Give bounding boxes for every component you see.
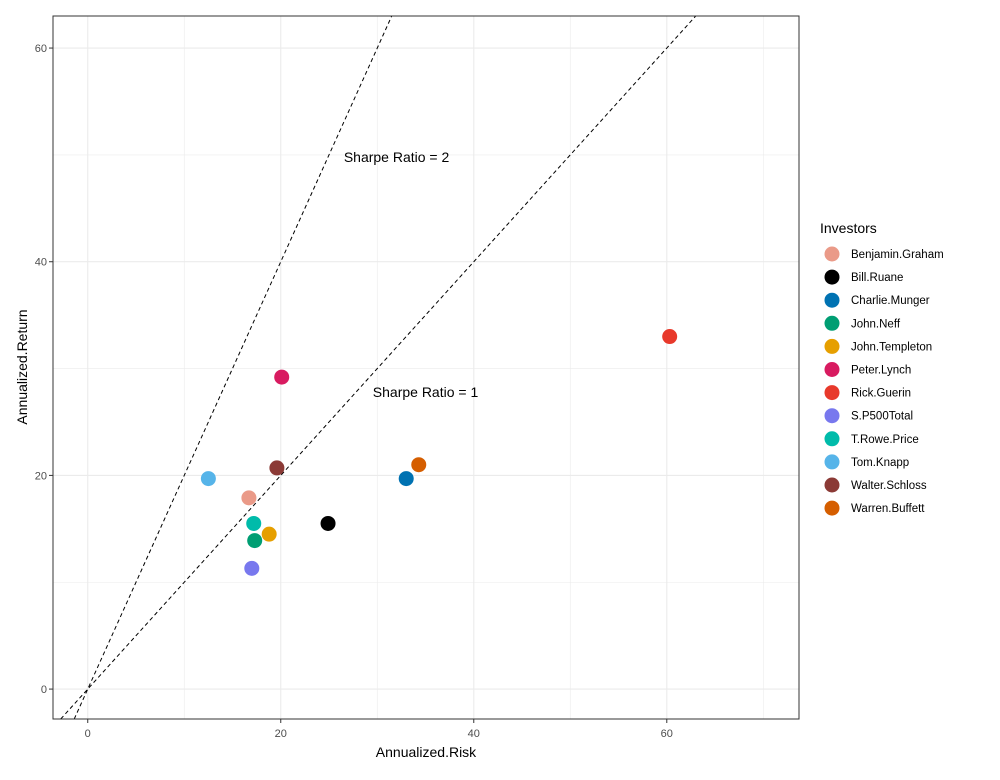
legend-key <box>824 431 840 447</box>
legend-label: Walter.Schloss <box>851 480 927 492</box>
data-point <box>320 515 336 531</box>
legend-label: S.P500Total <box>851 411 913 423</box>
data-point <box>261 526 277 542</box>
legend-key <box>824 477 840 493</box>
x-tick-label: 60 <box>661 728 673 740</box>
legend-key <box>824 408 840 424</box>
legend-key <box>824 315 840 331</box>
legend-key <box>824 500 840 516</box>
x-tick-label: 40 <box>468 728 480 740</box>
legend-label: Charlie.Munger <box>851 295 930 307</box>
legend-key <box>824 385 840 401</box>
legend-label: Peter.Lynch <box>851 365 911 377</box>
x-tick-label: 20 <box>275 728 287 740</box>
legend-label: T.Rowe.Price <box>851 434 919 446</box>
sharpe-ratio-label: Sharpe Ratio = 2 <box>344 149 450 165</box>
legend-key <box>824 454 840 470</box>
y-tick-label: 0 <box>41 684 47 696</box>
legend-label: Benjamin.Graham <box>851 249 944 261</box>
sharpe-ratio-line <box>73 15 393 720</box>
legend-key <box>824 246 840 262</box>
legend-key <box>824 292 840 308</box>
x-tick-label: 0 <box>85 728 91 740</box>
reference-lines: Sharpe Ratio = 2 Sharpe Ratio = 1 <box>60 15 697 720</box>
data-point <box>246 515 262 531</box>
data-point <box>200 471 216 487</box>
data-point <box>398 471 414 487</box>
data-point <box>269 460 285 476</box>
data-point <box>241 490 257 506</box>
sharpe-ratio-label: Sharpe Ratio = 1 <box>373 384 479 400</box>
plot-background <box>53 16 799 719</box>
y-tick-label: 20 <box>35 470 47 482</box>
y-axis-label: Annualized.Return <box>14 309 30 424</box>
data-point <box>662 329 678 345</box>
y-tick-label: 40 <box>35 257 47 269</box>
legend-label: Bill.Ruane <box>851 272 903 284</box>
data-point <box>411 457 427 473</box>
y-tick-label: 60 <box>35 43 47 55</box>
legend-title: Investors <box>820 220 877 236</box>
data-points <box>200 329 678 576</box>
data-point <box>274 369 290 385</box>
legend-label: Rick.Guerin <box>851 388 911 400</box>
data-point <box>247 533 263 549</box>
legend: Benjamin.Graham Bill.Ruane Charlie.Munger J… <box>824 246 944 516</box>
legend-label: Tom.Knapp <box>851 457 909 469</box>
legend-key <box>824 269 840 285</box>
legend-label: Warren.Buffett <box>851 503 925 515</box>
legend-key <box>824 338 840 354</box>
sharpe-ratio-line <box>60 15 697 720</box>
x-axis-label: Annualized.Risk <box>376 744 477 760</box>
grid-lines <box>53 16 799 719</box>
legend-label: John.Templeton <box>851 341 932 353</box>
legend-label: John.Neff <box>851 318 901 330</box>
plot-panel-border <box>52 15 800 720</box>
axis-ticks: 0 20 40 60 0 20 40 60 <box>35 43 673 740</box>
legend-key <box>824 362 840 377</box>
data-point <box>244 560 260 576</box>
